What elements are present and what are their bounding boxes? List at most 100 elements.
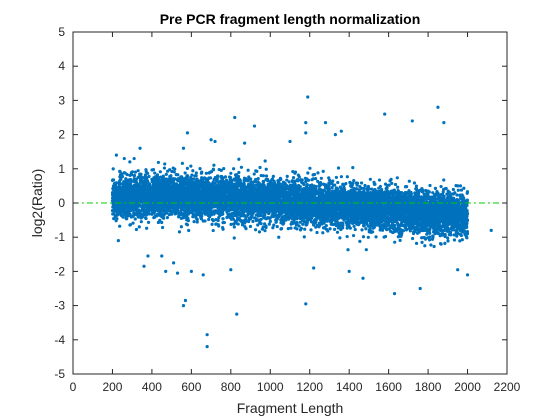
data-point xyxy=(321,231,325,235)
data-point xyxy=(221,226,225,230)
data-point xyxy=(198,167,202,171)
data-point xyxy=(306,171,310,175)
data-point xyxy=(311,177,315,181)
data-point xyxy=(296,179,300,183)
data-point xyxy=(247,175,251,179)
data-point xyxy=(414,241,419,245)
data-point xyxy=(252,180,256,184)
data-point xyxy=(309,228,313,232)
data-point xyxy=(317,221,321,225)
data-point xyxy=(291,176,296,180)
data-point xyxy=(462,186,466,190)
data-point xyxy=(353,227,357,232)
data-point xyxy=(414,184,419,188)
data-point xyxy=(161,175,165,180)
data-point xyxy=(456,188,460,192)
data-point xyxy=(428,195,432,199)
data-point xyxy=(368,177,372,181)
data-point xyxy=(352,190,357,194)
data-point xyxy=(439,184,443,189)
data-point xyxy=(420,240,424,244)
data-point xyxy=(264,174,269,178)
data-point xyxy=(298,220,302,224)
data-point xyxy=(204,171,208,175)
data-point xyxy=(456,200,460,204)
data-point xyxy=(257,218,261,222)
data-point xyxy=(194,171,198,175)
data-point xyxy=(396,235,400,239)
data-point xyxy=(195,220,199,224)
data-point xyxy=(165,211,169,215)
data-point xyxy=(183,171,187,175)
data-point xyxy=(146,171,150,175)
data-point xyxy=(446,239,450,243)
data-point xyxy=(330,185,334,190)
data-point xyxy=(268,219,272,223)
data-point xyxy=(239,165,244,169)
data-point xyxy=(156,220,161,225)
data-point xyxy=(257,230,262,234)
data-point xyxy=(248,224,253,229)
data-point xyxy=(458,184,463,188)
data-point xyxy=(323,225,327,230)
data-point xyxy=(455,234,459,238)
data-point xyxy=(359,181,364,185)
data-point xyxy=(364,248,368,252)
data-point xyxy=(326,229,330,233)
data-point xyxy=(392,219,397,224)
data-point xyxy=(364,227,368,231)
data-point xyxy=(319,176,323,180)
data-point xyxy=(419,195,423,199)
data-point xyxy=(433,186,438,190)
data-point xyxy=(458,239,462,243)
data-point xyxy=(429,243,433,247)
data-point xyxy=(328,227,332,231)
data-point xyxy=(254,217,258,221)
data-point xyxy=(212,163,216,167)
data-point xyxy=(258,221,262,225)
data-point xyxy=(428,183,432,188)
data-point xyxy=(461,194,465,199)
data-point xyxy=(432,244,436,249)
data-point xyxy=(358,239,362,243)
data-point xyxy=(345,175,349,179)
data-point xyxy=(254,213,258,217)
data-point xyxy=(259,217,263,221)
data-point xyxy=(217,167,221,172)
data-point xyxy=(207,176,211,180)
data-point xyxy=(191,169,195,173)
data-point xyxy=(128,160,132,164)
data-point xyxy=(263,159,267,163)
data-point xyxy=(123,171,127,175)
data-point xyxy=(452,233,456,237)
data-point xyxy=(285,178,289,182)
data-point xyxy=(275,224,279,229)
data-point xyxy=(412,181,417,185)
data-point xyxy=(455,193,459,197)
data-point xyxy=(251,219,255,223)
data-point xyxy=(180,161,184,165)
data-point xyxy=(216,174,220,178)
data-point xyxy=(232,236,236,240)
data-point xyxy=(349,184,353,188)
data-point xyxy=(261,179,265,184)
data-point xyxy=(311,173,315,177)
data-point xyxy=(385,186,389,190)
data-point xyxy=(298,228,303,232)
data-point xyxy=(256,223,260,227)
data-point xyxy=(271,174,275,178)
data-point xyxy=(446,236,450,240)
data-point xyxy=(177,230,182,234)
data-point xyxy=(246,168,250,172)
data-point xyxy=(442,178,446,182)
data-point xyxy=(258,165,262,170)
data-point xyxy=(160,220,164,225)
data-point xyxy=(287,180,291,184)
data-point xyxy=(207,217,211,222)
data-point xyxy=(124,216,128,220)
data-point xyxy=(351,233,356,238)
data-point xyxy=(233,214,237,218)
data-point xyxy=(294,223,299,227)
data-point xyxy=(441,190,445,194)
